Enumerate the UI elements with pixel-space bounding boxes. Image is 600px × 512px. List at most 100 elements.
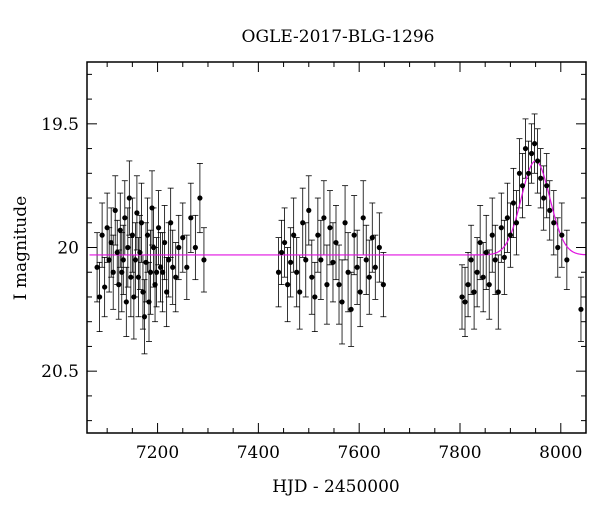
data-point	[541, 195, 547, 201]
x-tick-label: 7600	[338, 443, 381, 463]
data-point	[166, 257, 172, 263]
data-point	[510, 200, 517, 206]
data-point	[318, 257, 324, 263]
data-point	[477, 239, 483, 246]
data-point	[366, 274, 372, 280]
data-point	[462, 299, 468, 305]
data-point	[507, 232, 513, 238]
data-point	[559, 232, 565, 238]
y-tick-label: 20.5	[41, 362, 79, 382]
data-point	[152, 282, 158, 288]
data-point	[168, 220, 174, 226]
y-tick-label: 20	[57, 239, 79, 259]
data-point	[128, 274, 134, 280]
data-point	[275, 269, 282, 275]
data-point	[132, 257, 138, 263]
data-point	[525, 170, 532, 176]
data-point	[528, 150, 535, 157]
data-point	[180, 235, 186, 241]
data-point	[188, 215, 194, 221]
data-point	[117, 227, 123, 233]
data-point	[141, 314, 148, 320]
data-point	[119, 269, 125, 275]
data-point	[321, 215, 327, 221]
data-point	[108, 239, 114, 246]
data-point	[173, 274, 179, 280]
data-point	[135, 274, 142, 280]
data-point	[184, 264, 190, 270]
data-point	[306, 207, 312, 213]
data-point	[339, 299, 345, 305]
data-points	[94, 141, 584, 320]
data-point	[474, 269, 480, 275]
data-point	[288, 259, 294, 265]
data-point	[149, 205, 155, 211]
data-point	[486, 282, 492, 288]
data-point	[129, 232, 135, 238]
data-point	[309, 274, 315, 280]
data-point	[363, 257, 369, 263]
data-point	[157, 264, 164, 270]
data-point	[126, 195, 132, 201]
y-axis-label: I magnitude	[11, 196, 31, 300]
data-point	[192, 244, 198, 251]
data-point	[504, 215, 510, 221]
data-point	[102, 284, 108, 290]
x-tick-label: 7200	[136, 443, 179, 463]
data-point	[345, 269, 351, 275]
data-point	[538, 175, 544, 181]
data-point	[516, 170, 523, 176]
data-point	[551, 220, 557, 226]
y-tick-label: 19.5	[41, 115, 79, 135]
x-tick-label: 7400	[237, 443, 280, 463]
data-point	[99, 232, 105, 238]
data-point	[522, 145, 529, 152]
data-point	[278, 249, 285, 256]
data-point	[535, 158, 541, 164]
data-point	[147, 269, 154, 275]
y-axis-ticks: 19.5 20 20.5	[41, 73, 586, 422]
data-point	[176, 244, 182, 251]
data-point	[143, 259, 149, 265]
x-tick-label: 7800	[438, 443, 481, 463]
data-point	[146, 299, 152, 305]
data-point	[137, 249, 143, 256]
data-point	[97, 294, 103, 300]
data-point	[140, 289, 146, 295]
data-point	[125, 244, 131, 251]
data-point	[544, 183, 550, 189]
data-point	[531, 141, 538, 147]
x-tick-label: 8000	[539, 443, 582, 463]
data-point	[155, 225, 162, 231]
data-point	[376, 244, 382, 251]
data-point	[201, 257, 207, 263]
data-point	[333, 239, 339, 246]
data-point	[369, 235, 375, 241]
data-point	[342, 220, 348, 226]
data-point	[110, 269, 116, 275]
x-axis-ticks: 7200 7400 7600 7800 8000	[106, 62, 582, 463]
data-point	[160, 269, 166, 275]
data-point	[501, 254, 507, 260]
data-point	[134, 210, 140, 216]
data-point	[131, 294, 137, 300]
data-point	[297, 289, 303, 295]
data-point	[495, 289, 501, 295]
data-point	[94, 264, 100, 270]
data-point	[513, 220, 520, 226]
data-point	[578, 306, 584, 312]
data-point	[330, 259, 336, 265]
data-point	[336, 282, 342, 288]
data-point	[357, 289, 363, 295]
data-point	[170, 264, 176, 270]
data-point	[547, 207, 553, 213]
data-point	[489, 232, 495, 238]
data-point	[483, 249, 489, 256]
data-point	[327, 225, 333, 231]
data-point	[120, 257, 126, 263]
data-point	[116, 282, 122, 288]
data-point	[312, 294, 318, 300]
data-point	[480, 274, 486, 280]
data-point	[492, 257, 498, 263]
